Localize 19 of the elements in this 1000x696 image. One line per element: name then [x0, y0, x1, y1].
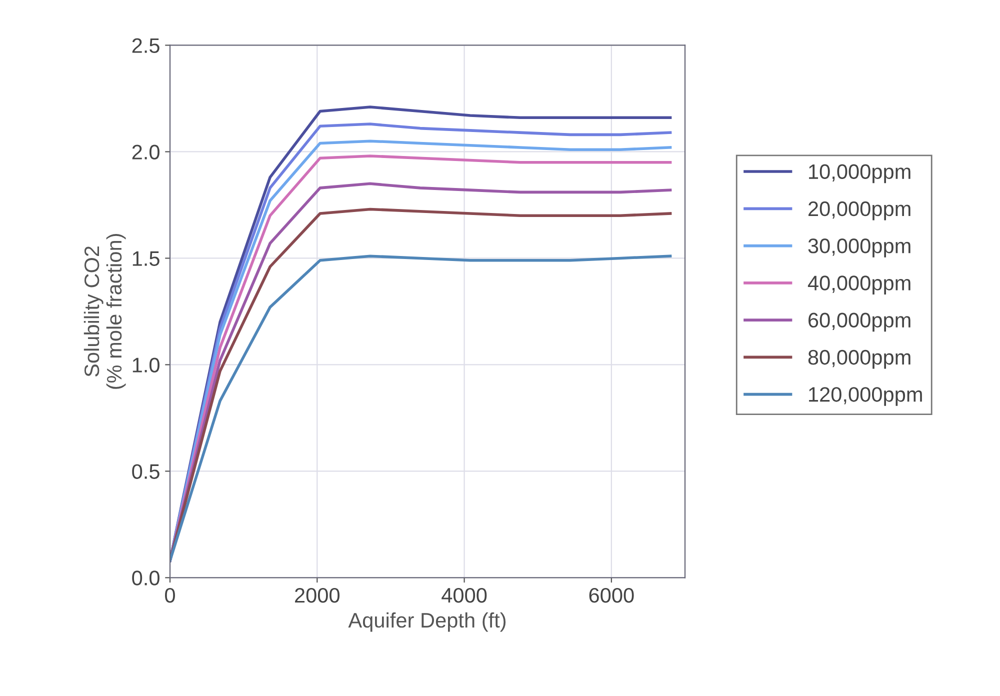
legend-label: 80,000ppm — [808, 350, 910, 369]
y-tick-label: 1.0 — [132, 358, 160, 372]
y-axis-title: Solubility CO2 (% mole fraction) — [84, 234, 126, 389]
x-tick-label: 6000 — [589, 588, 634, 603]
legend-label: 40,000ppm — [808, 276, 910, 295]
legend-label: 60,000ppm — [808, 312, 910, 332]
x-tick-label: 0 — [165, 588, 175, 603]
x-axis-title: Aquifer Depth (ft) — [348, 612, 506, 632]
y-tick-label: 0.0 — [132, 570, 160, 586]
x-tick-label: 4000 — [442, 588, 487, 603]
legend-label: 120,000ppm — [809, 387, 922, 406]
legend-label: 20,000ppm — [808, 201, 910, 220]
legend-label: 30,000ppm — [808, 238, 910, 258]
y-tick-label: 1.5 — [132, 251, 160, 266]
x-tick-label: 2000 — [295, 588, 340, 603]
legend-label: 10,000ppm — [809, 164, 910, 184]
y-tick-label: 2.5 — [132, 38, 160, 53]
y-tick-label: 2.0 — [132, 144, 160, 160]
y-tick-label: 0.5 — [132, 464, 160, 479]
